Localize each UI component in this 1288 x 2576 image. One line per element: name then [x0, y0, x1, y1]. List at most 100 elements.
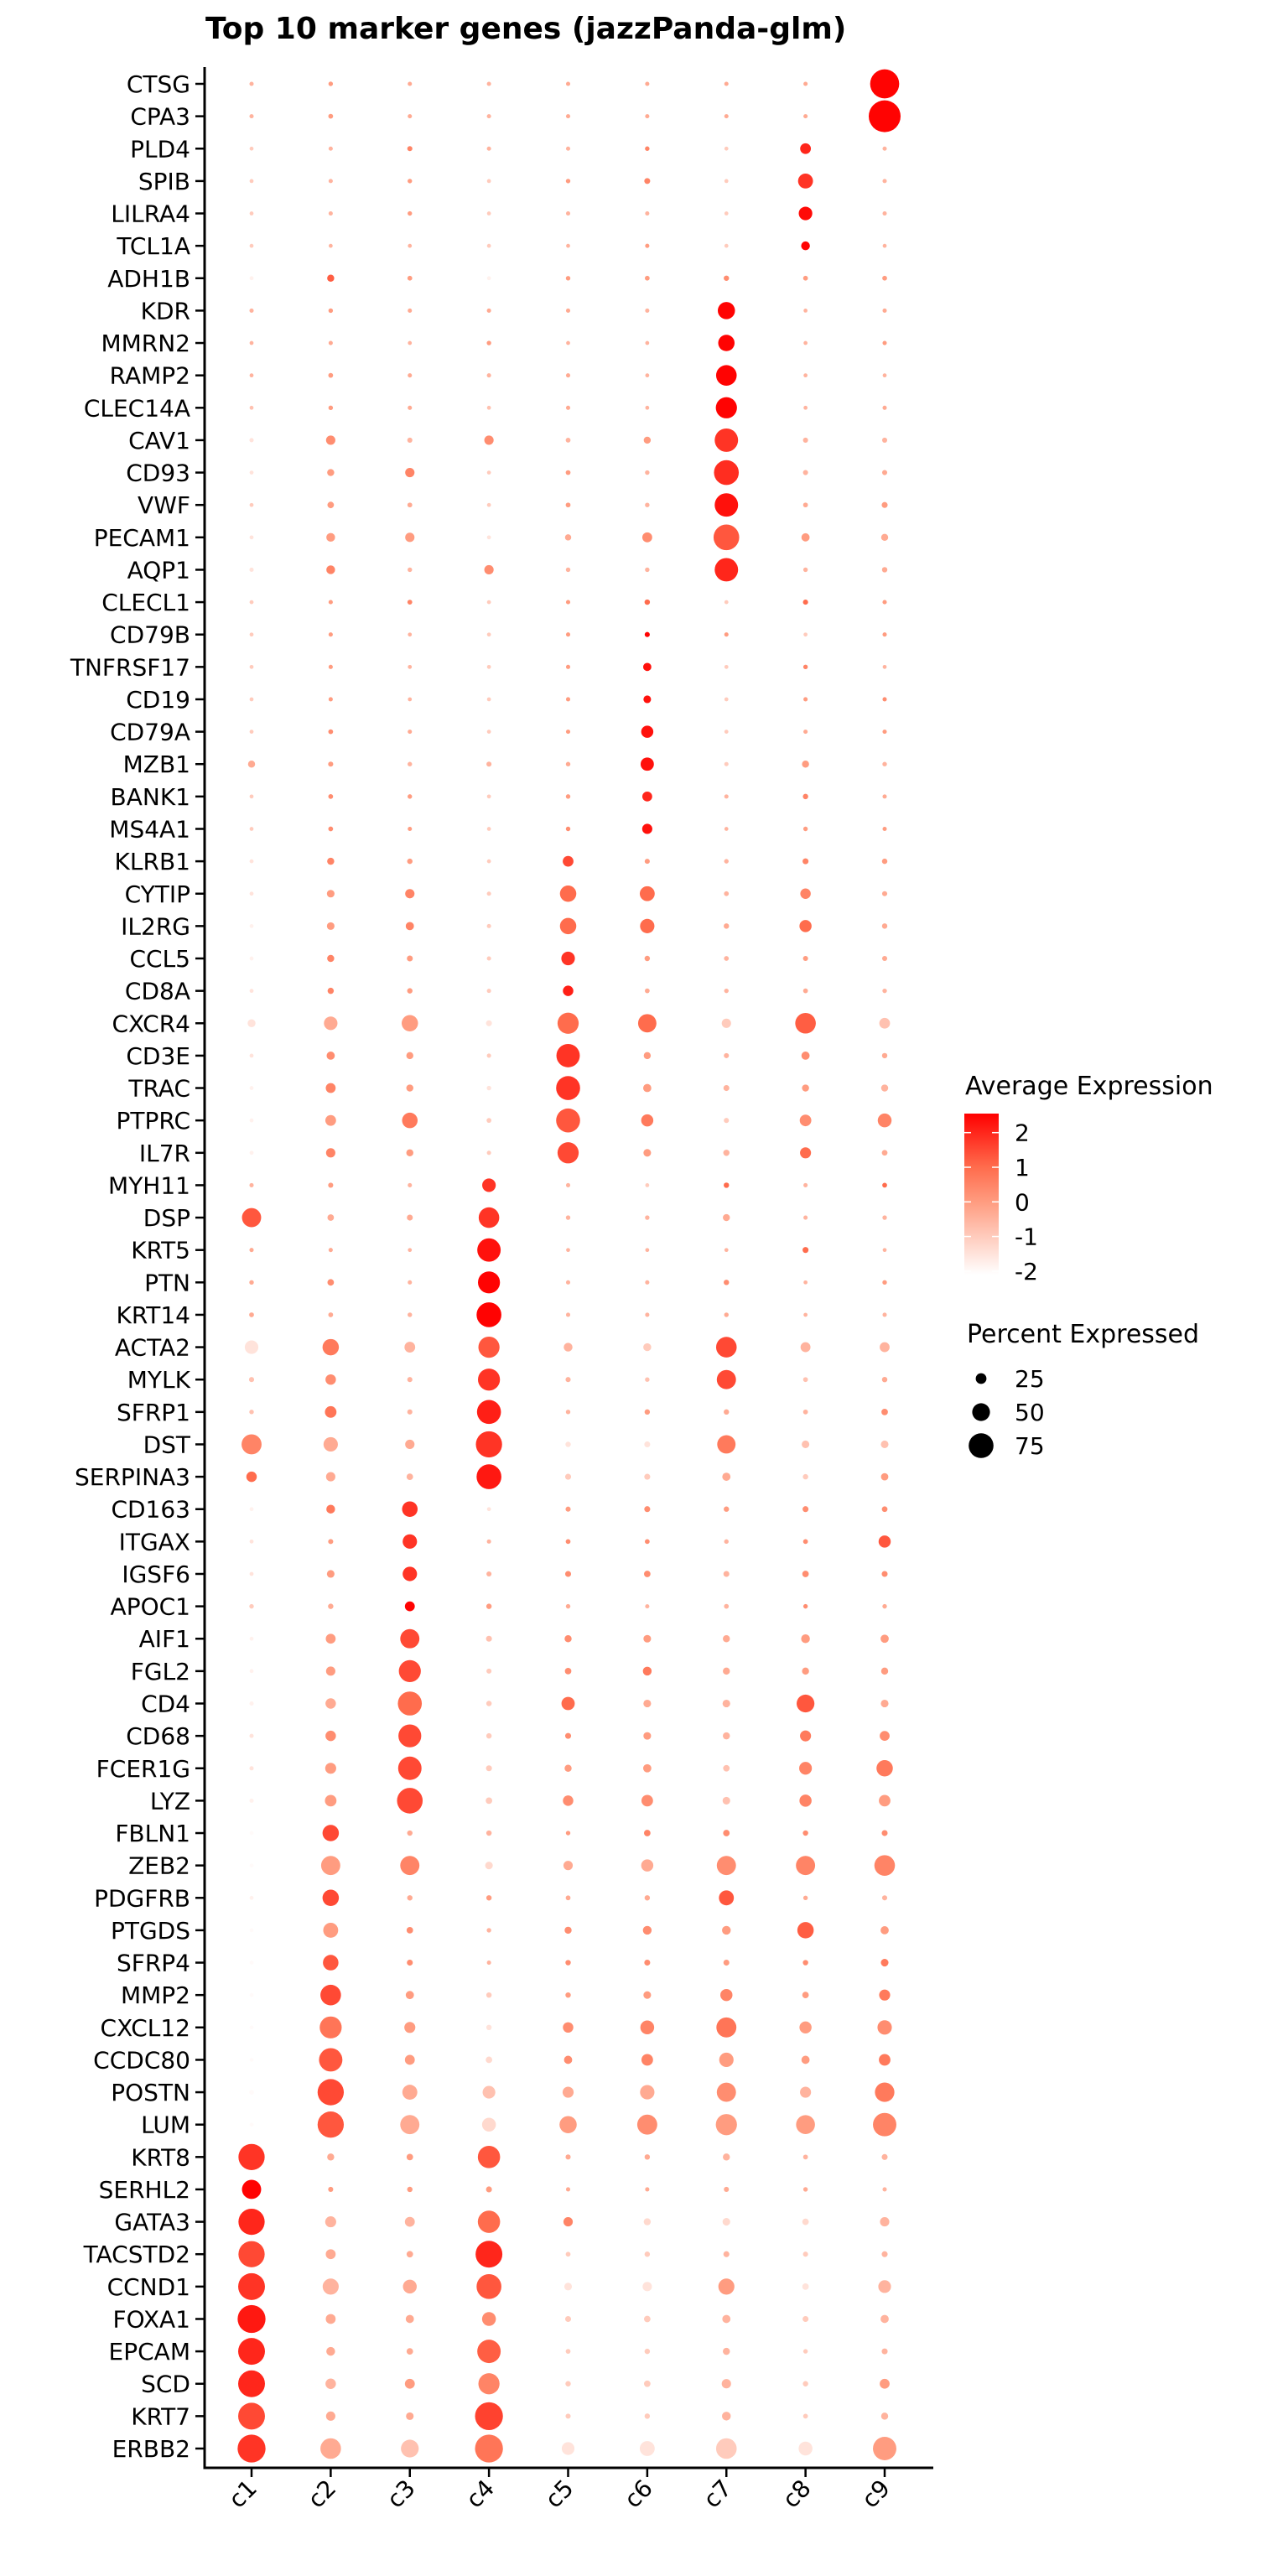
dot-FBLN1-c6 — [643, 1830, 651, 1836]
dot-CD79A-c8 — [803, 730, 808, 735]
dot-TRAC-c5 — [556, 1076, 580, 1100]
dot-LILRA4-c1 — [249, 211, 254, 216]
dot-DSP-c8 — [803, 1215, 808, 1220]
dot-LUM-c9 — [873, 2112, 896, 2137]
y-tick-label: CTSG — [127, 70, 190, 98]
dot-PDGFRB-c5 — [565, 1895, 571, 1901]
dot-CD8A-c6 — [645, 988, 650, 994]
dot-ERBB2-c4 — [475, 2434, 503, 2463]
dot-IL7R-c7 — [723, 1150, 730, 1156]
dot-CLEC14A-c2 — [328, 405, 334, 411]
dot-CD163-c2 — [326, 1504, 335, 1514]
dot-CD3E-c5 — [556, 1043, 580, 1067]
dot-SFRP1-c8 — [802, 1409, 808, 1415]
dot-CXCR4-c1 — [247, 1019, 256, 1027]
dot-KLRB1-c6 — [644, 859, 650, 865]
dot-PECAM1-c5 — [564, 534, 572, 541]
dot-VWF-c1 — [249, 502, 254, 507]
dot-PDGFRB-c7 — [719, 1890, 735, 1906]
dot-POSTN-c8 — [800, 2086, 812, 2098]
y-tick-label: IL7R — [139, 1140, 190, 1167]
dot-PTGDS-c1 — [249, 1928, 254, 1933]
dot-KDR-c3 — [408, 308, 413, 313]
size-legend-label: 25 — [1015, 1365, 1045, 1393]
dot-AQP1-c6 — [645, 567, 650, 573]
dot-CYTIP-c2 — [326, 890, 335, 898]
dot-CD68-c1 — [249, 1733, 254, 1738]
dot-PTGDS-c8 — [797, 1922, 814, 1939]
dot-MYH11-c6 — [645, 1183, 650, 1187]
dot-GATA3-c1 — [238, 2208, 265, 2236]
dot-PDGFRB-c9 — [881, 1895, 888, 1901]
dot-SCD-c2 — [325, 2378, 336, 2389]
dot-SERHL2-c1 — [242, 2179, 262, 2199]
dot-DST-c8 — [802, 1440, 810, 1449]
dot-IL7R-c2 — [325, 1148, 335, 1158]
dot-CD19-c8 — [803, 697, 808, 702]
dot-CD8A-c3 — [407, 988, 413, 994]
dot-FBLN1-c8 — [802, 1830, 808, 1836]
dot-CCL5-c4 — [486, 956, 491, 961]
dot-LUM-c3 — [400, 2115, 420, 2135]
dot-VWF-c5 — [565, 502, 571, 508]
dot-MMP2-c3 — [405, 1991, 414, 2000]
colorbar-label: 2 — [1015, 1119, 1030, 1147]
dot-KRT14-c3 — [408, 1312, 413, 1317]
y-tick-label: LYZ — [150, 1787, 190, 1815]
dot-CAV1-c1 — [249, 438, 254, 443]
dot-FGL2-c1 — [249, 1669, 254, 1674]
y-tick-label: LILRA4 — [111, 200, 190, 228]
dot-CLECL1-c1 — [249, 600, 254, 605]
colorbar-label: -2 — [1015, 1258, 1038, 1285]
dot-CXCR4-c7 — [721, 1018, 731, 1028]
y-tick-label: EPCAM — [109, 2338, 190, 2366]
dot-DST-c5 — [565, 1441, 571, 1447]
dot-CD163-c4 — [486, 1507, 491, 1512]
dot-BANK1-c6 — [641, 791, 652, 802]
y-tick-label: PTGDS — [111, 1917, 190, 1945]
y-tick-label: CLEC14A — [84, 394, 190, 422]
dot-LYZ-c7 — [722, 1796, 730, 1805]
dot-TCL1A-c9 — [882, 243, 887, 248]
dot-CLECL1-c3 — [407, 600, 413, 605]
dot-TCL1A-c2 — [329, 243, 333, 248]
dot-DST-c3 — [405, 1439, 415, 1450]
dot-BANK1-c4 — [486, 794, 491, 799]
dot-DST-c4 — [475, 1431, 502, 1458]
dot-AIF1-c2 — [325, 1633, 336, 1644]
dot-CTSG-c7 — [724, 81, 729, 86]
dot-APOC1-c9 — [882, 1603, 887, 1609]
dot-KRT7-c1 — [238, 2402, 265, 2430]
dot-PTGDS-c9 — [880, 1926, 889, 1935]
dot-CXCL12-c6 — [640, 2020, 655, 2035]
dot-EPCAM-c6 — [644, 2348, 651, 2355]
dot-LILRA4-c6 — [645, 210, 650, 216]
dot-SPIB-c5 — [565, 179, 571, 184]
dot-DSP-c2 — [327, 1214, 335, 1221]
dot-ADH1B-c3 — [407, 275, 413, 281]
dot-ADH1B-c7 — [724, 275, 730, 281]
dot-FCER1G-c2 — [325, 1763, 336, 1774]
dot-CD163-c1 — [249, 1507, 254, 1512]
dot-CXCL12-c2 — [319, 2016, 342, 2038]
dot-MMRN2-c9 — [882, 340, 887, 345]
dot-MS4A1-c6 — [641, 823, 652, 834]
dot-PDGFRB-c6 — [644, 1895, 651, 1901]
dot-SCD-c3 — [404, 2378, 415, 2389]
dot-CD68-c8 — [800, 1730, 812, 1742]
dot-AQP1-c1 — [249, 567, 254, 572]
dot-FCER1G-c1 — [249, 1766, 254, 1771]
dot-LUM-c7 — [715, 2114, 737, 2136]
dot-CCL5-c6 — [644, 955, 651, 962]
dot-SERPINA3-c8 — [802, 1473, 808, 1480]
dot-ERBB2-c6 — [639, 2441, 655, 2456]
dot-AQP1-c8 — [802, 567, 808, 573]
dot-CCND1-c8 — [802, 2283, 809, 2290]
dot-KLRB1-c4 — [486, 859, 491, 864]
dot-CD8A-c7 — [724, 988, 729, 994]
dot-FGL2-c6 — [642, 1666, 652, 1676]
dot-LYZ-c6 — [641, 1794, 653, 1807]
y-tick-label: SFRP4 — [117, 1950, 190, 1977]
dot-KRT5-c6 — [645, 1248, 650, 1253]
dot-KRT14-c7 — [724, 1312, 729, 1317]
